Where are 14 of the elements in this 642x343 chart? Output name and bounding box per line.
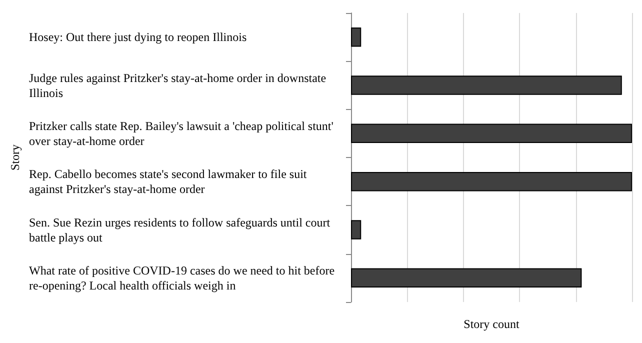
y-tick-label: What rate of positive COVID-19 cases do we need to hit before re-opening? Local health officials weigh in (29, 263, 338, 292)
y-tick-label: Judge rules against Pritzker's stay-at-home order in downstate Illinois (29, 70, 330, 100)
bar (351, 27, 362, 47)
y-tick-label: Hosey: Out there just dying to reopen Illinois (29, 30, 247, 44)
bar (351, 124, 632, 144)
bar (351, 172, 632, 192)
bar (351, 76, 622, 95)
x-axis-title: Story count (464, 317, 520, 331)
y-tick-label: Rep. Cabello becomes state's second lawmaker to file suit against Pritzker's stay-at-home order (29, 167, 310, 196)
y-tick-label: Pritzker calls state Rep. Bailey's lawsuit a 'cheap political stunt' over stay-at-home order (29, 118, 336, 148)
bar (351, 220, 362, 240)
bar (351, 268, 582, 288)
y-tick-label: Sen. Sue Rezin urges residents to follow safeguards until court battle plays out (29, 215, 334, 244)
y-axis-title: Story (8, 144, 22, 171)
